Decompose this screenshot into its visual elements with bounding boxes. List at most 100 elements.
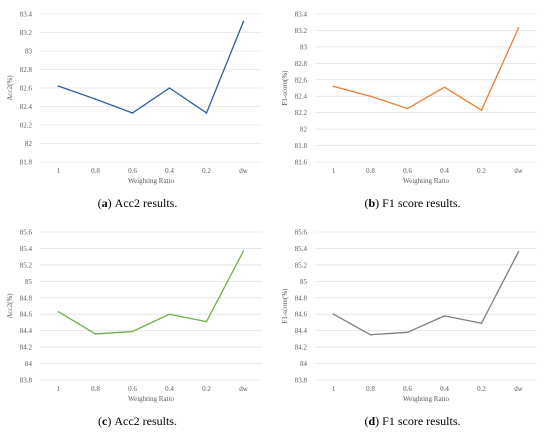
x-tick-label: 0.2 — [202, 167, 211, 175]
chart-svg: 81.8 82 82.2 82.4 82.6 82.8 83 83.2 83.4 1 0.8 0.6 0… — [6, 11, 262, 210]
y-tick-label: 83.4 — [295, 11, 308, 19]
x-tick-label: 0.6 — [128, 385, 137, 393]
caption-letter: a — [102, 196, 108, 210]
data-point — [443, 315, 446, 317]
y-tick-label: 81.6 — [295, 159, 308, 167]
x-tick-label: 0.8 — [366, 167, 375, 175]
data-point — [369, 333, 372, 336]
data-point — [242, 20, 245, 23]
y-tick-label: 84 — [300, 360, 308, 368]
y-tick-label: 82 — [25, 140, 33, 148]
y-tick-label: 84.8 — [295, 294, 308, 302]
data-point — [94, 98, 97, 100]
y-tick-label: 83 — [300, 43, 308, 51]
y-tick-label: 82.4 — [295, 93, 308, 101]
data-point — [369, 95, 372, 98]
caption-letter: d — [368, 414, 375, 428]
y-tick-label: 82.2 — [20, 122, 33, 130]
y-tick-label: 85.4 — [295, 245, 308, 253]
x-axis-title: Weighting Ratio — [128, 177, 174, 185]
x-tick-label: 1 — [332, 385, 336, 393]
y-tick-label: 82 — [300, 126, 308, 134]
x-tick-label: 0.8 — [366, 385, 375, 393]
y-tick-label: 83 — [25, 48, 33, 56]
x-tick-label: 1 — [57, 385, 61, 393]
data-point — [94, 333, 97, 335]
data-point — [517, 27, 520, 29]
chart-svg: 83.8 84 84.2 84.4 84.6 84.8 85 85.2 85.4 85.6 1 0.8… — [281, 229, 537, 428]
x-tick-label: 0.2 — [477, 167, 486, 175]
y-tick-label: 82.6 — [295, 76, 308, 84]
y-tick-label: 84.8 — [20, 294, 33, 302]
x-tick-label: dw — [514, 167, 524, 175]
data-point — [332, 85, 335, 88]
y-tick-label: 83.8 — [295, 377, 308, 385]
y-axis-title: F1-score(%) — [281, 70, 289, 106]
y-tick-label: 82.6 — [20, 85, 33, 93]
data-point — [131, 112, 134, 114]
series-line — [333, 27, 520, 111]
data-point — [57, 85, 60, 87]
y-tick-label: 82.2 — [295, 109, 308, 117]
data-point — [443, 86, 446, 88]
x-tick-label: 0.4 — [440, 385, 449, 393]
y-tick-label: 84.2 — [20, 344, 33, 352]
data-point — [406, 331, 409, 334]
y-tick-label: 85.6 — [295, 229, 308, 237]
subfigure-caption: (c) Acc2 results. — [98, 414, 177, 428]
data-point — [406, 107, 409, 110]
y-tick-label: 81.8 — [295, 142, 308, 150]
y-tick-label: 82.4 — [20, 103, 33, 111]
series-line — [58, 250, 245, 335]
data-point — [480, 322, 483, 325]
y-tick-label: 83.8 — [20, 377, 33, 385]
data-point — [205, 320, 208, 323]
y-tick-label: 82.8 — [295, 60, 308, 68]
data-point — [332, 313, 335, 316]
caption-letter: b — [368, 196, 375, 210]
y-tick-label: 84 — [25, 360, 33, 368]
x-tick-label: 1 — [57, 167, 61, 175]
caption-letter: c — [102, 414, 108, 428]
x-axis-title: Weighting Ratio — [403, 395, 449, 403]
caption-text: Acc2 results. — [111, 414, 177, 428]
subfigure-caption: (a) Acc2 results. — [98, 196, 178, 210]
y-tick-label: 85.2 — [295, 261, 308, 269]
data-point — [205, 112, 208, 114]
y-tick-label: 85.6 — [20, 229, 33, 237]
y-tick-label: 85 — [300, 278, 308, 286]
data-point — [480, 109, 483, 111]
chart-svg: 81.6 81.8 82 82.2 82.4 82.6 82.8 83 83.2 83.4 1 0.8… — [281, 11, 537, 210]
x-tick-label: dw — [239, 385, 249, 393]
y-tick-label: 84.4 — [295, 327, 308, 335]
data-point — [57, 310, 60, 313]
chart-panel-a: 81.8 82 82.2 82.4 82.6 82.8 83 83.2 83.4 1 0.8 0.6 0… — [0, 0, 275, 217]
y-tick-label: 83.2 — [20, 29, 33, 37]
y-tick-label: 85 — [25, 278, 33, 286]
data-point — [517, 250, 520, 253]
subfigure-caption: (d) F1 score results. — [364, 414, 460, 428]
x-tick-label: 0.6 — [403, 167, 412, 175]
x-tick-label: 0.8 — [91, 385, 100, 393]
x-tick-label: 0.8 — [91, 167, 100, 175]
data-point — [131, 330, 134, 333]
y-tick-label: 84.6 — [295, 311, 308, 319]
x-tick-label: 0.2 — [202, 385, 211, 393]
y-axis-title: Acc2(%) — [6, 293, 14, 319]
x-tick-label: 0.6 — [403, 385, 412, 393]
y-tick-label: 81.8 — [20, 159, 33, 167]
x-tick-label: dw — [514, 385, 524, 393]
chart-panel-d: 83.8 84 84.2 84.4 84.6 84.8 85 85.2 85.4 85.6 1 0.8… — [275, 218, 550, 435]
x-tick-label: 1 — [332, 167, 336, 175]
y-tick-label: 82.8 — [20, 66, 33, 74]
caption-text: Acc2 results. — [112, 196, 178, 210]
data-point — [168, 313, 171, 316]
y-tick-label: 84.2 — [295, 344, 308, 352]
series-line — [333, 251, 520, 336]
y-axis-title: Acc2(%) — [6, 75, 14, 101]
x-tick-label: 0.4 — [440, 167, 449, 175]
x-axis-title: Weighting Ratio — [403, 177, 449, 185]
x-tick-label: dw — [239, 167, 249, 175]
chart-panel-c: 83.8 84 84.2 84.4 84.6 84.8 85 85.2 85.4 85.6 1 0.8… — [0, 218, 275, 435]
x-tick-label: 0.4 — [165, 167, 174, 175]
